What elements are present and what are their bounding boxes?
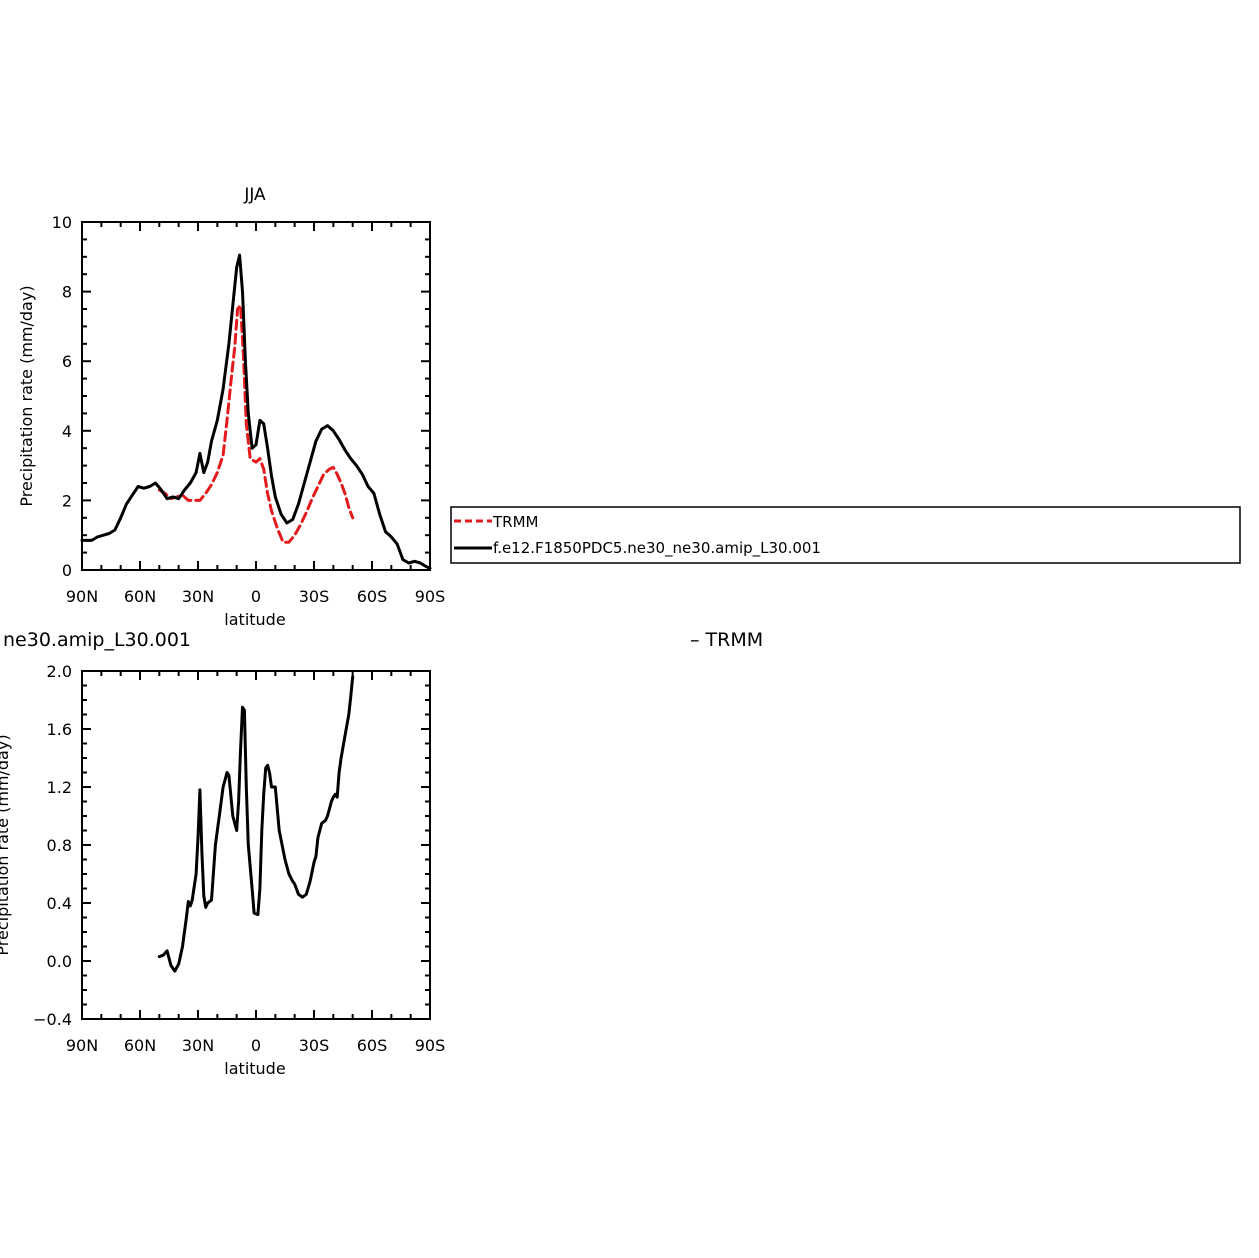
bottom-chart-title: ne30.amip_L30.001 [3, 629, 191, 651]
top-x-tick-label: 30N [182, 587, 214, 606]
top-legend: TRMM f.e12.F1850PDC5.ne30_ne30.amip_L30.… [450, 506, 1241, 564]
top-y-tick-label: 8 [62, 283, 72, 302]
top-legend-box [450, 506, 1241, 564]
bottom-y-ticks: −0.4 0.0 0.4 0.8 1.2 1.6 2.0 [33, 662, 430, 1029]
top-series-group [80, 253, 432, 570]
bottom-series-line-0 [157, 675, 355, 973]
bottom-y-tick-label: 0.4 [47, 894, 72, 913]
bottom-x-tick-label: 30N [182, 1036, 214, 1055]
bottom-x-tick-label: 60N [124, 1036, 156, 1055]
bottom-x-tick-label: 60S [357, 1036, 388, 1055]
top-x-tick-label: 60N [124, 587, 156, 606]
top-y-tick-label: 2 [62, 491, 72, 510]
top-series-line-1 [80, 253, 432, 570]
legend-label-model: f.e12.F1850PDC5.ne30_ne30.amip_L30.001 [493, 539, 821, 558]
bottom-x-tick-label: 0 [251, 1036, 261, 1055]
bottom-y-tick-label: 2.0 [47, 662, 72, 681]
top-y-ticks: 0 2 4 6 8 10 [52, 213, 430, 580]
top-series-line-0 [157, 304, 355, 544]
top-x-tick-label: 90N [66, 587, 98, 606]
top-y-tick-label: 10 [52, 213, 72, 232]
bottom-x-tick-label: 90S [415, 1036, 446, 1055]
top-plot-frame [81, 221, 431, 571]
top-y-axis-label: Precipitation rate (mm/day) [17, 285, 36, 506]
top-chart-title: JJA [243, 185, 266, 205]
bottom-x-tick-label: 90N [66, 1036, 98, 1055]
bottom-legend-text: TRMM [705, 629, 764, 651]
bottom-y-axis-label-clip: Precipitation rate (mm/day) [0, 734, 12, 955]
top-y-tick-label: 6 [62, 352, 72, 371]
top-x-axis-label: latitude [224, 610, 285, 629]
bottom-y-tick-label: −0.4 [33, 1010, 72, 1029]
bottom-y-tick-label: 0.0 [47, 952, 72, 971]
top-y-tick-label: 4 [62, 422, 72, 441]
bottom-y-axis-label: Precipitation rate (mm/day) [0, 734, 12, 955]
bottom-x-tick-label: 30S [299, 1036, 330, 1055]
top-x-ticks: 90N 60N 30N 0 30S 60S 90S [66, 222, 445, 606]
bottom-legend-label: – TRMM [690, 629, 763, 651]
top-x-tick-label: 30S [299, 587, 330, 606]
bottom-y-tick-label: 0.8 [47, 836, 72, 855]
bottom-series-group [157, 675, 355, 973]
bottom-y-tick-label: 1.6 [47, 720, 72, 739]
chart-panel-bottom: ne30.amip_L30.001 – TRMM −0.4 0.0 0.4 0.8 1.… [0, 629, 763, 1078]
bottom-y-tick-label: 1.2 [47, 778, 72, 797]
bottom-x-axis-label: latitude [224, 1059, 285, 1078]
bottom-legend-dash: – [690, 629, 706, 651]
top-x-tick-label: 0 [251, 587, 261, 606]
bottom-x-ticks: 90N 60N 30N 0 30S 60S 90S [66, 671, 445, 1055]
legend-label-trmm: TRMM [492, 513, 538, 531]
top-x-tick-label: 90S [415, 587, 446, 606]
bottom-plot-frame [81, 670, 431, 1020]
chart-panel-top: JJA 0 2 4 6 8 10 90N 60N 30N 0 30S 60S 90S latitude… [17, 185, 445, 629]
top-y-tick-label: 0 [62, 561, 72, 580]
top-x-tick-label: 60S [357, 587, 388, 606]
